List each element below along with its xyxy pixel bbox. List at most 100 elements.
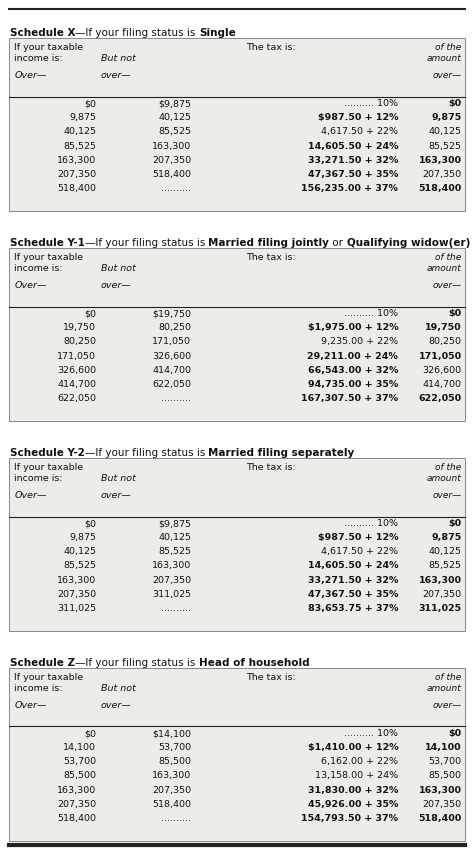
Text: over—: over— <box>101 490 132 500</box>
Text: $0: $0 <box>84 729 96 738</box>
Text: 9,875: 9,875 <box>431 533 462 542</box>
Text: 207,350: 207,350 <box>57 800 96 809</box>
Text: Schedule Z: Schedule Z <box>10 658 75 669</box>
Text: 414,700: 414,700 <box>57 380 96 389</box>
Text: 414,700: 414,700 <box>152 366 191 375</box>
Text: 326,600: 326,600 <box>57 366 96 375</box>
Text: 171,050: 171,050 <box>57 352 96 360</box>
Text: amount: amount <box>427 264 462 273</box>
Bar <box>9 39 465 211</box>
Text: Over—: Over— <box>14 490 46 500</box>
Text: 207,350: 207,350 <box>57 590 96 598</box>
Text: income is:: income is: <box>14 473 63 483</box>
Text: 94,735.00 + 35%: 94,735.00 + 35% <box>308 380 398 389</box>
Text: income is:: income is: <box>14 684 63 693</box>
Text: 66,543.00 + 32%: 66,543.00 + 32% <box>308 366 398 375</box>
Text: 518,400: 518,400 <box>57 814 96 823</box>
Text: 47,367.50 + 35%: 47,367.50 + 35% <box>308 590 398 598</box>
Text: 53,700: 53,700 <box>428 758 462 766</box>
Bar <box>9 248 465 421</box>
Text: 40,125: 40,125 <box>63 128 96 136</box>
Text: 53,700: 53,700 <box>63 758 96 766</box>
Text: 622,050: 622,050 <box>57 394 96 403</box>
Text: 85,525: 85,525 <box>63 562 96 570</box>
Text: Over—: Over— <box>14 71 46 80</box>
Text: 163,300: 163,300 <box>57 156 96 164</box>
Text: The tax is:: The tax is: <box>246 462 296 472</box>
Text: If your taxable: If your taxable <box>14 462 83 472</box>
Text: over—: over— <box>433 71 462 80</box>
Text: 40,125: 40,125 <box>158 113 191 122</box>
Text: 9,235.00 + 22%: 9,235.00 + 22% <box>321 337 398 347</box>
Text: 80,250: 80,250 <box>158 324 191 332</box>
Text: 518,400: 518,400 <box>152 800 191 809</box>
Text: over—: over— <box>433 490 462 500</box>
Text: .......... 10%: .......... 10% <box>344 519 398 528</box>
Text: 414,700: 414,700 <box>423 380 462 389</box>
Text: 14,100: 14,100 <box>425 743 462 752</box>
Text: —If your filing status is: —If your filing status is <box>75 658 199 669</box>
Text: 518,400: 518,400 <box>152 169 191 179</box>
Text: 311,025: 311,025 <box>419 603 462 613</box>
Text: Married filing separately: Married filing separately <box>209 449 355 458</box>
Text: 85,500: 85,500 <box>428 771 462 781</box>
Text: 622,050: 622,050 <box>152 380 191 389</box>
Text: Single: Single <box>199 28 236 39</box>
Text: 163,300: 163,300 <box>419 786 462 794</box>
Text: of the: of the <box>436 43 462 51</box>
Text: 31,830.00 + 32%: 31,830.00 + 32% <box>308 786 398 794</box>
Text: $9,875: $9,875 <box>158 99 191 108</box>
Text: The tax is:: The tax is: <box>246 253 296 262</box>
Text: 40,125: 40,125 <box>158 533 191 542</box>
Text: 14,605.50 + 24%: 14,605.50 + 24% <box>308 141 398 151</box>
Text: ..........: .......... <box>161 394 191 403</box>
Bar <box>9 669 465 841</box>
Text: But not: But not <box>101 473 136 483</box>
Text: $0: $0 <box>448 729 462 738</box>
Text: 85,500: 85,500 <box>158 758 191 766</box>
Text: 19,750: 19,750 <box>63 324 96 332</box>
Text: 163,300: 163,300 <box>57 575 96 585</box>
Text: 154,793.50 + 37%: 154,793.50 + 37% <box>301 814 398 823</box>
Text: 207,350: 207,350 <box>422 800 462 809</box>
Text: 326,600: 326,600 <box>152 352 191 360</box>
Text: 163,300: 163,300 <box>419 575 462 585</box>
Text: over—: over— <box>433 701 462 710</box>
Text: If your taxable: If your taxable <box>14 253 83 262</box>
Text: income is:: income is: <box>14 264 63 273</box>
Text: —If your filing status is: —If your filing status is <box>85 238 209 248</box>
Text: The tax is:: The tax is: <box>246 43 296 51</box>
Text: 85,525: 85,525 <box>428 141 462 151</box>
Text: $0: $0 <box>84 99 96 108</box>
Text: 85,525: 85,525 <box>63 141 96 151</box>
Text: 207,350: 207,350 <box>152 575 191 585</box>
Text: 163,300: 163,300 <box>152 771 191 781</box>
Text: But not: But not <box>101 684 136 693</box>
Text: $0: $0 <box>448 99 462 108</box>
Text: of the: of the <box>436 253 462 262</box>
Text: ..........: .......... <box>161 184 191 193</box>
Text: 207,350: 207,350 <box>152 786 191 794</box>
Text: Schedule X: Schedule X <box>10 28 75 39</box>
Text: 171,050: 171,050 <box>152 337 191 347</box>
Text: If your taxable: If your taxable <box>14 673 83 681</box>
Text: If your taxable: If your taxable <box>14 43 83 51</box>
Text: 207,350: 207,350 <box>422 169 462 179</box>
Text: 171,050: 171,050 <box>419 352 462 360</box>
Text: The tax is:: The tax is: <box>246 673 296 681</box>
Text: over—: over— <box>433 281 462 290</box>
Text: 80,250: 80,250 <box>63 337 96 347</box>
Text: 85,525: 85,525 <box>158 547 191 556</box>
Text: 156,235.00 + 37%: 156,235.00 + 37% <box>301 184 398 193</box>
Bar <box>9 458 465 631</box>
Text: 9,875: 9,875 <box>69 533 96 542</box>
Text: amount: amount <box>427 54 462 62</box>
Text: 40,125: 40,125 <box>63 547 96 556</box>
Text: 6,162.00 + 22%: 6,162.00 + 22% <box>321 758 398 766</box>
Text: 47,367.50 + 35%: 47,367.50 + 35% <box>308 169 398 179</box>
Text: $0: $0 <box>448 519 462 528</box>
Text: Schedule Y-1: Schedule Y-1 <box>10 238 85 248</box>
Text: 45,926.00 + 35%: 45,926.00 + 35% <box>308 800 398 809</box>
Text: 29,211.00 + 24%: 29,211.00 + 24% <box>308 352 398 360</box>
Text: 14,605.50 + 24%: 14,605.50 + 24% <box>308 562 398 570</box>
